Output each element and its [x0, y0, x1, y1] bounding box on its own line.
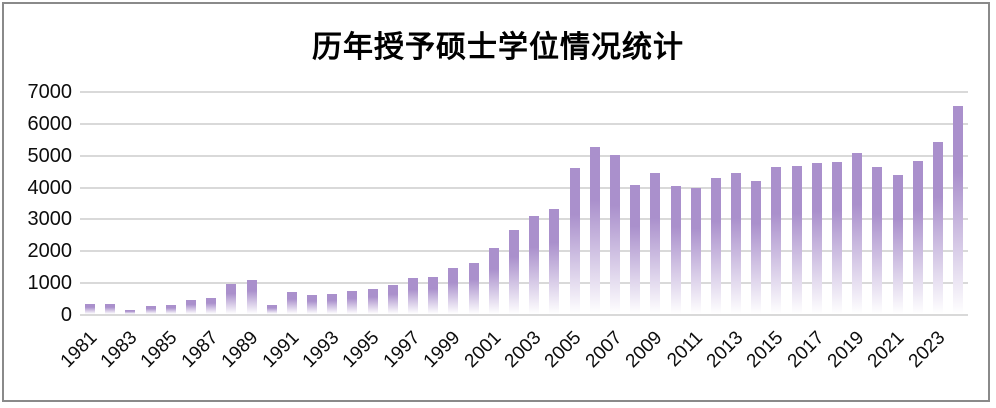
bar-2003: [529, 215, 540, 314]
bar-1997: [408, 278, 419, 314]
bar-2020: [872, 166, 883, 314]
bar-2021: [892, 175, 903, 314]
bar-2002: [508, 229, 519, 314]
bar-2004: [549, 209, 560, 314]
bar-2022: [912, 161, 923, 314]
bar-1992: [307, 294, 318, 314]
gridline-y2000: [80, 250, 968, 253]
bar-2016: [791, 166, 802, 314]
bar-1987: [206, 297, 217, 314]
bar-2005: [569, 168, 580, 314]
bar-1985: [165, 304, 176, 314]
y-tick-label-6000: 6000: [27, 112, 73, 135]
bar-2015: [771, 167, 782, 314]
gridline-y1000: [80, 282, 968, 285]
gridline-y3000: [80, 218, 968, 221]
bar-1995: [367, 288, 378, 314]
bar-2014: [751, 181, 762, 314]
bar-2012: [710, 177, 721, 314]
bar-1999: [448, 268, 459, 314]
bar-1981: [85, 304, 95, 314]
bar-2018: [832, 161, 843, 314]
bar-1998: [428, 277, 439, 314]
bar-2001: [488, 247, 499, 314]
gridline-y5000: [80, 154, 968, 157]
bar-1986: [185, 300, 196, 314]
gridline-y6000: [80, 122, 968, 125]
bar-1990: [266, 304, 277, 314]
bar-2017: [811, 163, 822, 314]
bar-1993: [327, 293, 338, 314]
y-tick-label-5000: 5000: [27, 144, 73, 167]
bar-1994: [347, 290, 358, 314]
y-tick-label-2000: 2000: [27, 240, 73, 263]
bar-1996: [387, 285, 398, 314]
chart-frame: [2, 2, 990, 402]
bar-2023: [932, 141, 943, 314]
bar-1983: [125, 309, 136, 314]
gridline-y0: [80, 314, 968, 316]
y-tick-label-0: 0: [60, 304, 72, 326]
y-tick-label-1000: 1000: [27, 272, 73, 295]
plot-area: [80, 91, 968, 316]
gridline-y4000: [80, 186, 968, 189]
bar-1988: [226, 283, 237, 314]
y-tick-label-4000: 4000: [27, 176, 73, 199]
bar-2000: [468, 262, 479, 314]
bar-2019: [852, 152, 863, 314]
y-tick-label-7000: 7000: [27, 81, 73, 103]
bar-2009: [650, 173, 661, 314]
bar-2008: [630, 184, 641, 314]
bar-1991: [286, 292, 297, 314]
bar-2006: [589, 147, 600, 314]
bar-2013: [731, 172, 742, 314]
bar-2024: [953, 106, 964, 314]
chart-title: 历年授予硕士学位情况统计: [312, 31, 684, 64]
bar-1989: [246, 279, 257, 314]
gridline-y7000: [80, 91, 968, 93]
bar-2007: [609, 155, 620, 314]
bar-1982: [105, 303, 116, 314]
bar-2011: [690, 188, 701, 314]
bar-1984: [145, 306, 156, 314]
bar-2010: [670, 185, 681, 314]
y-tick-label-3000: 3000: [27, 208, 73, 231]
